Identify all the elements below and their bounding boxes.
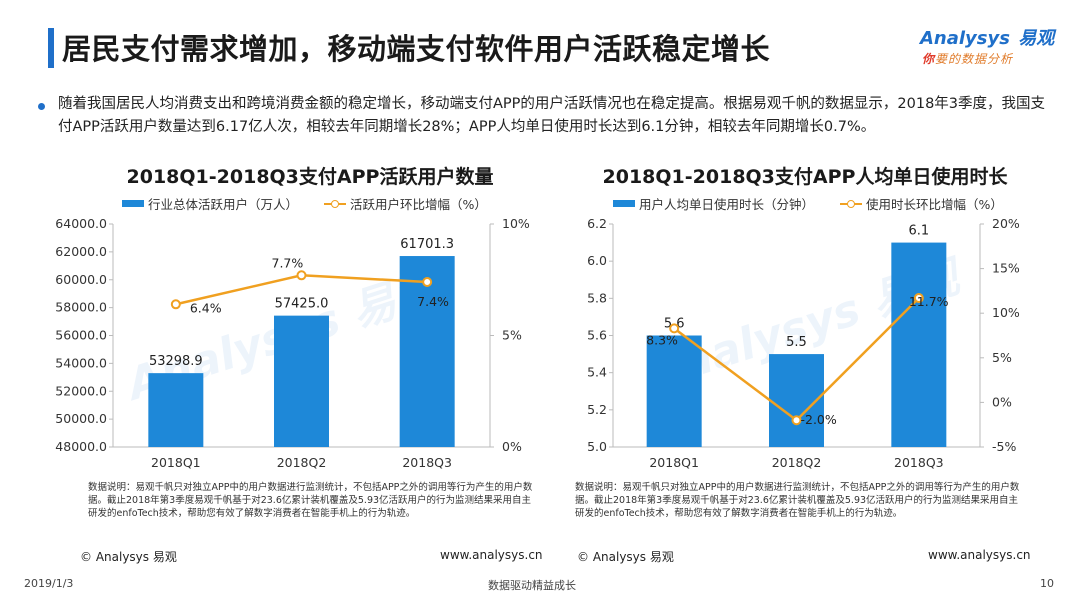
chart2-y-right-tick-label: 0% (992, 394, 1012, 409)
chart1-x-tick-label: 2018Q2 (277, 455, 327, 470)
logo-tagline-ni: 你 (922, 52, 936, 66)
chart1-growth-label: 7.7% (272, 255, 304, 270)
chart1-data-note: 数据说明：易观千帆只对独立APP中的用户数据进行监测统计，不包括APP之外的调用… (88, 482, 533, 519)
chart1-plot: 48000.0 50000.0 52000.0 54000.0 56000.0 58000… (55, 216, 530, 470)
chart2-x-tick-label: 2018Q1 (649, 455, 699, 470)
legend-bar-swatch-icon (122, 200, 144, 207)
chart1-growth-point (422, 276, 433, 287)
chart1-bar-2018Q1 (148, 373, 204, 447)
chart2-legend: 用户人均单日使用时长（分钟） 使用时长环比增幅（%） (613, 194, 1003, 213)
bullet-dot-icon (38, 103, 45, 110)
chart2-bar-value-label: 6.1 (908, 224, 929, 239)
chart1-legend-bar-label: 行业总体活跃用户（万人） (148, 197, 299, 212)
logo-tagline: 要的数据分析 (935, 52, 1014, 66)
chart1-bar-value-label: 53298.9 (149, 354, 203, 369)
chart1-y-left-tick-label: 48000.0 (55, 439, 107, 454)
chart1-growth-point (170, 299, 181, 310)
chart1-x-tick-label: 2018Q1 (151, 455, 201, 470)
chart1-y-left-tick-label: 64000.0 (55, 216, 107, 231)
chart2-y-right-tick-label: 5% (992, 350, 1012, 365)
copyright-right: © Analysys 易观 (577, 550, 674, 564)
chart1-growth-point (296, 270, 307, 281)
copyright-left: © Analysys 易观 (80, 550, 177, 564)
chart1-bar-value-label: 57425.0 (275, 297, 329, 312)
chart1-title: 2018Q1-2018Q3支付APP活跃用户数量 (126, 166, 494, 188)
chart1-growth-label: 6.4% (190, 300, 222, 315)
chart2-y-right-tick-label: -5% (992, 439, 1016, 454)
chart1-y-right-tick-label: 10% (502, 216, 530, 231)
legend-line-swatch-icon (840, 198, 863, 210)
legend-bar-swatch-icon (613, 200, 635, 207)
chart1-y-left-tick-label: 56000.0 (55, 328, 107, 343)
chart1-y-left-tick-label: 60000.0 (55, 272, 107, 287)
chart2-legend-line-label: 使用时长环比增幅（%） (866, 197, 1003, 212)
chart2-x-tick-label: 2018Q2 (772, 455, 822, 470)
page-number: 10 (1040, 577, 1054, 590)
chart2-bar-2018Q3 (891, 242, 947, 447)
chart2-y-right-tick-label: 15% (992, 261, 1020, 276)
chart2-x-tick-label: 2018Q3 (894, 455, 944, 470)
chart1-y-right-tick-label: 5% (502, 328, 522, 343)
chart1-y-left-tick-label: 58000.0 (55, 300, 107, 315)
chart2-growth-point (913, 293, 924, 304)
chart2-growth-point (791, 415, 802, 426)
chart2-y-left-tick-label: 5.4 (587, 365, 607, 380)
chart1-bar-2018Q2 (274, 315, 329, 447)
chart2-growth-label: -2.0% (801, 412, 837, 427)
chart2-y-left-tick-label: 5.2 (587, 402, 607, 417)
analysys-logo: Analysys 易观 你要的数据分析 (920, 24, 1060, 68)
chart2-title: 2018Q1-2018Q3支付APP人均单日使用时长 (602, 166, 1008, 188)
chart2-growth-label: 11.7% (909, 294, 949, 309)
website-left: www.analysys.cn (440, 548, 543, 562)
chart1-legend: 行业总体活跃用户（万人） 活跃用户环比增幅（%） (122, 194, 487, 213)
chart2-bar-2018Q1 (646, 335, 702, 447)
chart2-data-note: 数据说明：易观千帆只对独立APP中的用户数据进行监测统计，不包括APP之外的调用… (575, 482, 1020, 519)
chart2-y-right-tick-label: 20% (992, 216, 1020, 231)
chart1-y-left-tick-label: 52000.0 (55, 383, 107, 398)
chart2-y-left-tick-label: 5.6 (587, 328, 607, 343)
logo-text: Analysys (920, 28, 1010, 49)
chart2-legend-bar-label: 用户人均单日使用时长（分钟） (639, 197, 815, 212)
website-right: www.analysys.cn (928, 548, 1031, 562)
title-accent-bar (48, 28, 54, 68)
chart1-growth-label: 7.4% (417, 294, 449, 309)
report-date: 2019/1/3 (24, 577, 74, 590)
chart2-growth-point (669, 323, 680, 334)
chart1-y-left-tick-label: 62000.0 (55, 244, 107, 259)
legend-line-swatch-icon (324, 198, 347, 210)
chart2-y-left-tick-label: 6.0 (587, 253, 607, 268)
chart1-y-right-tick-label: 0% (502, 439, 522, 454)
chart2-y-right-tick-label: 10% (992, 305, 1020, 320)
chart1-y-left-tick-label: 50000.0 (55, 411, 107, 426)
chart1-x-tick-label: 2018Q3 (402, 455, 452, 470)
chart2-y-left-tick-label: 5.8 (587, 290, 607, 305)
chart2-bar-value-label: 5.5 (786, 335, 807, 350)
summary-text: 随着我国居民人均消费支出和跨境消费金额的稳定增长，移动端支付APP的用户活跃情况… (58, 96, 1046, 135)
chart1-legend-line-label: 活跃用户环比增幅（%） (350, 197, 487, 212)
logo-cn-text: 易观 (1018, 28, 1055, 49)
chart2-plot: 5.05.25.45.65.86.06.2-5%0%5%10%15%20%5.6… (587, 216, 1020, 470)
page-title: 居民支付需求增加，移动端支付软件用户活跃稳定增长 (62, 32, 771, 66)
chart1-bar-2018Q3 (399, 256, 455, 447)
chart2-y-left-tick-label: 5.0 (587, 439, 607, 454)
chart2-growth-label: 8.3% (646, 332, 678, 347)
footer-slogan: 数据驱动精益成长 (488, 579, 576, 592)
chart1-y-left-tick-label: 54000.0 (55, 355, 107, 370)
chart2-y-left-tick-label: 6.2 (587, 216, 607, 231)
chart1-bar-value-label: 61701.3 (400, 237, 454, 252)
